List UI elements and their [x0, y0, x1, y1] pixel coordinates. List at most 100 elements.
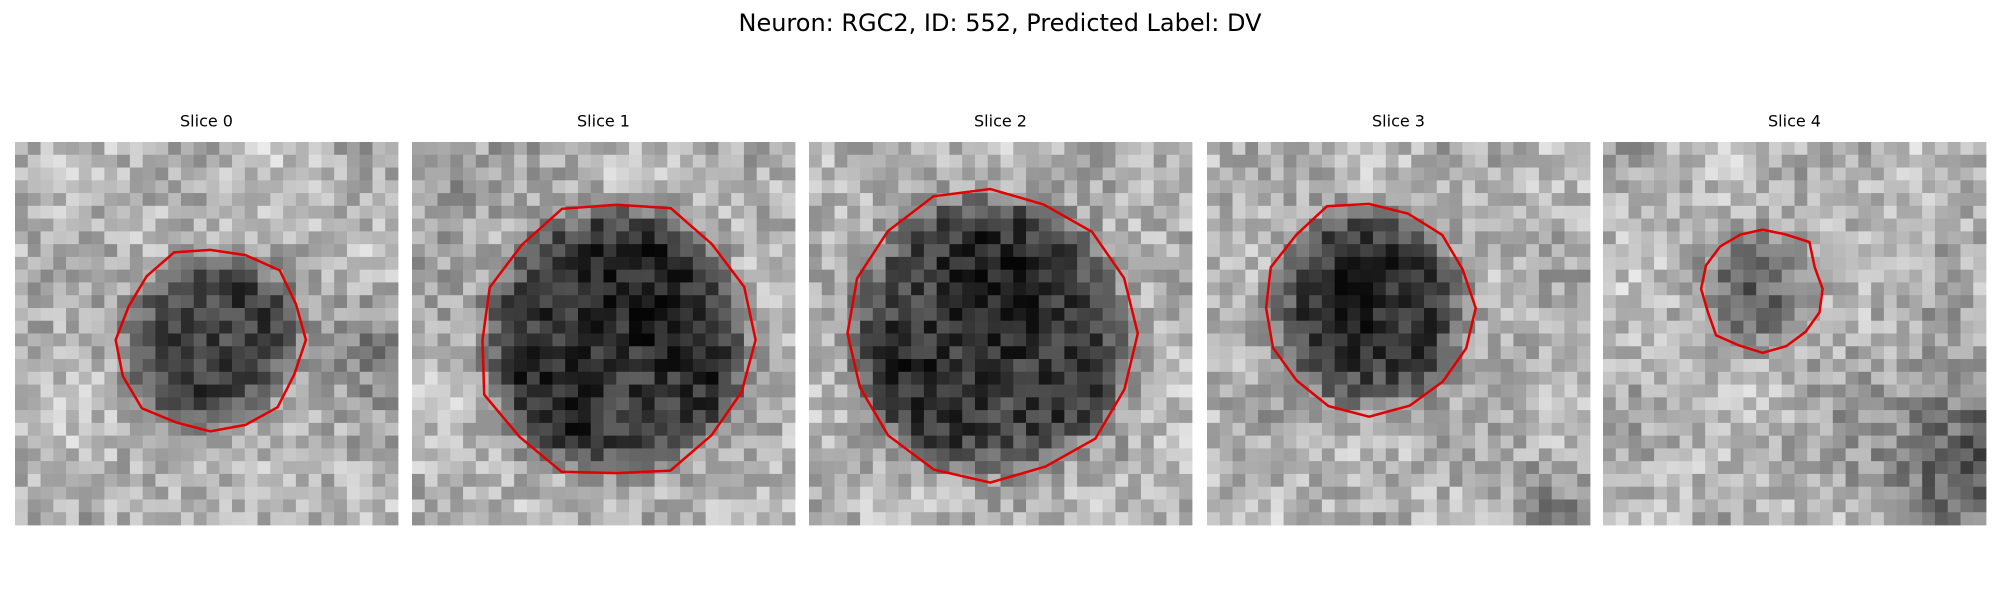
- pixel: [1334, 435, 1348, 449]
- pixel: [1026, 154, 1040, 168]
- pixel: [577, 256, 592, 271]
- pixel: [180, 486, 195, 500]
- pixel: [782, 154, 796, 168]
- pixel: [1500, 142, 1514, 156]
- pixel: [91, 461, 105, 475]
- pixel: [1564, 333, 1578, 347]
- pixel: [475, 180, 489, 194]
- pixel: [1153, 384, 1167, 398]
- pixel: [1077, 410, 1091, 424]
- pixel: [1654, 397, 1668, 411]
- pixel: [962, 346, 976, 360]
- pixel: [1038, 167, 1052, 181]
- pixel: [15, 384, 29, 398]
- pixel: [847, 448, 861, 462]
- pixel: [1283, 282, 1297, 296]
- pixel: [412, 295, 426, 309]
- pixel: [1551, 295, 1565, 309]
- pixel: [1462, 218, 1476, 232]
- pixel: [1781, 384, 1795, 398]
- pixel: [629, 422, 643, 437]
- pixel: [321, 154, 335, 168]
- pixel: [1385, 154, 1399, 168]
- pixel: [1666, 410, 1680, 424]
- pixel: [743, 410, 758, 424]
- pixel: [1372, 333, 1387, 347]
- pixel: [66, 384, 80, 398]
- pixel: [1896, 461, 1910, 475]
- pixel: [1347, 295, 1361, 309]
- pixel: [1628, 154, 1642, 168]
- pixel: [1871, 346, 1885, 360]
- pixel: [180, 499, 195, 513]
- pixel: [1077, 359, 1091, 373]
- pixel: [1102, 422, 1116, 437]
- pixel: [142, 154, 156, 168]
- pixel: [1360, 359, 1374, 373]
- pixel: [66, 461, 80, 475]
- pixel: [1756, 359, 1770, 373]
- pixel: [526, 142, 541, 156]
- pixel: [1679, 435, 1693, 449]
- pixel: [872, 269, 886, 283]
- pixel: [756, 244, 770, 258]
- pixel: [872, 397, 886, 411]
- pixel: [1858, 142, 1872, 156]
- pixel: [412, 486, 426, 500]
- pixel: [680, 486, 694, 500]
- pixel: [565, 269, 579, 283]
- pixel: [372, 410, 386, 424]
- pixel: [1077, 167, 1091, 181]
- pixel: [1973, 473, 1987, 488]
- pixel: [872, 256, 886, 271]
- pixel: [1140, 512, 1155, 526]
- pixel: [949, 473, 963, 488]
- pixel: [1219, 473, 1233, 488]
- pixel: [654, 512, 668, 526]
- pixel: [1140, 333, 1155, 347]
- pixel: [782, 307, 796, 322]
- pixel: [1705, 371, 1719, 385]
- pixel: [463, 193, 477, 207]
- pixel: [412, 422, 426, 437]
- pixel: [1219, 486, 1233, 500]
- pixel: [654, 269, 668, 283]
- pixel: [1513, 269, 1527, 283]
- pixel: [475, 371, 489, 385]
- pixel: [1641, 320, 1655, 334]
- pixel: [1077, 448, 1091, 462]
- pixel: [539, 193, 553, 207]
- pixel: [821, 154, 835, 168]
- pixel: [1309, 282, 1323, 296]
- pixel: [1615, 333, 1629, 347]
- pixel: [1449, 448, 1463, 462]
- pixel: [66, 422, 80, 437]
- pixel: [1577, 231, 1591, 245]
- pixel: [1679, 167, 1693, 181]
- pixel: [1781, 269, 1795, 283]
- pixel: [1603, 461, 1617, 475]
- pixel: [1321, 154, 1336, 168]
- pixel: [66, 193, 80, 207]
- pixel: [1347, 333, 1361, 347]
- pixel: [1115, 346, 1129, 360]
- pixel: [539, 422, 553, 437]
- pixel: [1207, 333, 1221, 347]
- pixel: [1153, 435, 1167, 449]
- pixel: [1038, 282, 1052, 296]
- pixel: [1615, 397, 1629, 411]
- pixel: [450, 295, 464, 309]
- pixel: [1166, 269, 1180, 283]
- pixel: [53, 346, 67, 360]
- pixel: [1166, 282, 1180, 296]
- pixel: [1666, 333, 1680, 347]
- pixel: [1064, 205, 1078, 219]
- pixel: [1896, 499, 1910, 513]
- pixel: [526, 167, 541, 181]
- pixel: [1564, 154, 1578, 168]
- pixel: [552, 154, 566, 168]
- pixel: [577, 397, 592, 411]
- panel-title: Slice 4: [1768, 112, 1821, 131]
- pixel: [1654, 333, 1668, 347]
- pixel: [219, 231, 233, 245]
